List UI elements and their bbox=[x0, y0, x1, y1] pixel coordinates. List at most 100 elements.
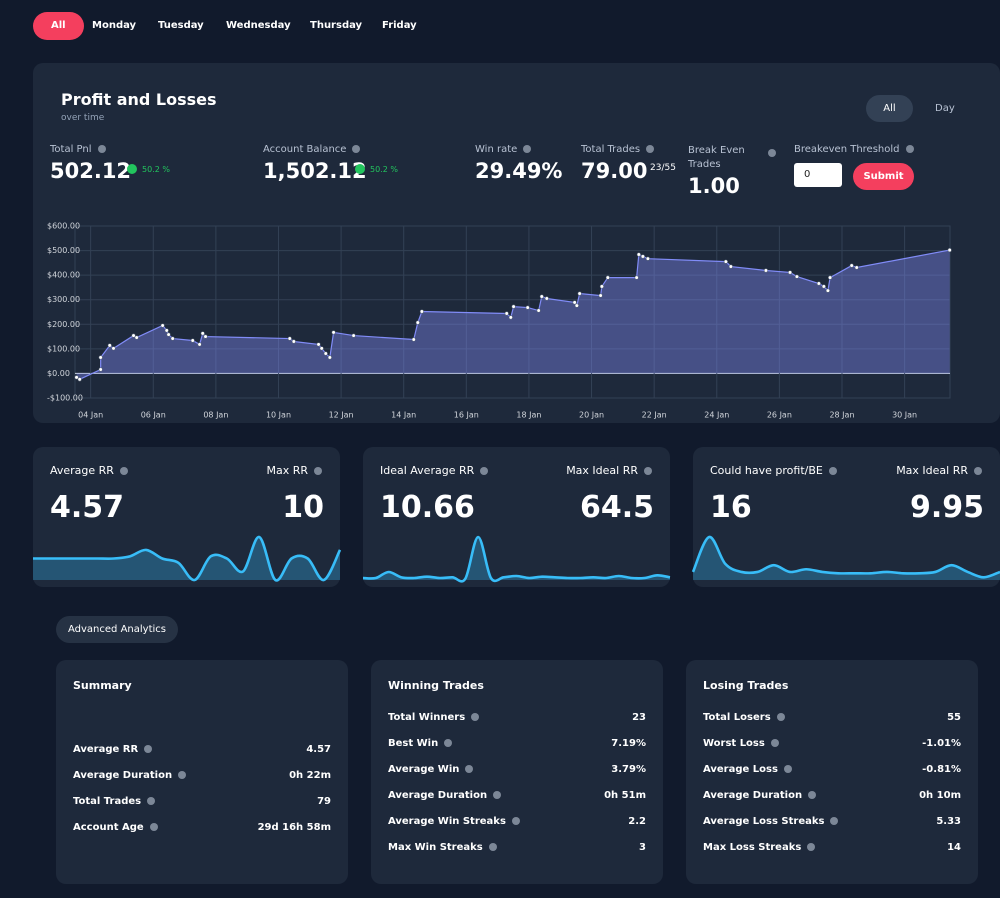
info-icon bbox=[147, 797, 156, 805]
row-value: 14 bbox=[947, 842, 961, 853]
advanced-button[interactable]: Advanced Analytics bbox=[56, 616, 178, 643]
stat-label-text: Win rate bbox=[475, 144, 518, 155]
row-value: 4.57 bbox=[306, 744, 331, 755]
info-icon bbox=[480, 467, 489, 475]
info-icon bbox=[644, 467, 652, 475]
card-left-label: Average RR bbox=[50, 464, 128, 477]
card-right-label: Max Ideal RR bbox=[566, 464, 652, 477]
day-tab[interactable]: Monday bbox=[92, 20, 137, 31]
info-icon bbox=[465, 765, 474, 773]
row-label: Max Loss Streaks bbox=[703, 842, 816, 853]
threshold-label-text: Breakeven Threshold bbox=[794, 144, 900, 155]
row-label-text: Total Losers bbox=[703, 712, 771, 723]
row-label-text: Worst Loss bbox=[703, 738, 765, 749]
submit-button[interactable]: Submit bbox=[853, 163, 914, 190]
info-icon bbox=[770, 739, 779, 747]
stat-label: Total Trades bbox=[581, 144, 655, 155]
row-label-text: Average Loss Streaks bbox=[703, 816, 825, 827]
row-value: 0h 51m bbox=[604, 790, 646, 801]
row-label-text: Best Win bbox=[388, 738, 439, 749]
stat-value: 1.00 bbox=[688, 174, 740, 198]
row-label: Average Duration bbox=[388, 790, 502, 801]
row-label-text: Account Age bbox=[73, 822, 144, 833]
card-right-label: Max Ideal RR bbox=[896, 464, 982, 477]
row-label-text: Total Trades bbox=[73, 796, 142, 807]
card-left-label: Ideal Average RR bbox=[380, 464, 489, 477]
row-label: Total Winners bbox=[388, 712, 480, 723]
stat-label: Break Even Trades bbox=[688, 144, 776, 172]
stat-badge: 50.2 % bbox=[127, 164, 170, 174]
info-icon bbox=[97, 145, 106, 153]
stat-label: Total Pnl bbox=[50, 144, 106, 155]
info-icon bbox=[119, 467, 128, 475]
table-card bbox=[686, 660, 978, 884]
card-right-value: 64.5 bbox=[579, 490, 654, 525]
row-value: 79 bbox=[317, 796, 331, 807]
info-icon bbox=[144, 745, 153, 753]
table-title: Summary bbox=[73, 679, 132, 692]
day-tab[interactable]: All bbox=[33, 12, 84, 40]
row-label-text: Average Win bbox=[388, 764, 460, 775]
info-icon bbox=[830, 817, 839, 825]
row-label: Total Trades bbox=[73, 796, 156, 807]
card-left-label: Could have profit/BE bbox=[710, 464, 837, 477]
toggle-day[interactable]: Day bbox=[935, 103, 955, 114]
info-icon bbox=[511, 817, 520, 825]
row-label-text: Average Loss bbox=[703, 764, 778, 775]
card-right-label: Max RR bbox=[266, 464, 322, 477]
row-label: Average Loss bbox=[703, 764, 792, 775]
toggle-all[interactable]: All bbox=[866, 95, 913, 122]
table-card bbox=[56, 660, 348, 884]
stat-label: Account Balance bbox=[263, 144, 361, 155]
card-left-value: 4.57 bbox=[50, 490, 125, 525]
row-value: -0.81% bbox=[922, 764, 961, 775]
info-icon bbox=[808, 791, 817, 799]
row-value: 5.33 bbox=[936, 816, 961, 827]
row-label-text: Total Winners bbox=[388, 712, 466, 723]
stat-label-text: Total Pnl bbox=[50, 144, 92, 155]
info-icon bbox=[828, 467, 837, 475]
day-tab[interactable]: Thursday bbox=[310, 20, 363, 31]
row-value: 0h 22m bbox=[289, 770, 331, 781]
stat-value: 1,502.12 bbox=[263, 159, 367, 183]
info-icon bbox=[149, 823, 158, 831]
info-icon bbox=[352, 145, 361, 153]
threshold-label: Breakeven Threshold bbox=[794, 144, 914, 155]
row-label: Worst Loss bbox=[703, 738, 779, 749]
row-value: 7.19% bbox=[611, 738, 646, 749]
panel-title: Profit and Losses bbox=[61, 90, 217, 109]
stat-label-text: Break Even Trades bbox=[688, 145, 745, 170]
row-value: 29d 16h 58m bbox=[257, 822, 331, 833]
row-label-text: Max Loss Streaks bbox=[703, 842, 802, 853]
threshold-input[interactable]: 0 bbox=[794, 163, 842, 187]
row-value: 55 bbox=[947, 712, 961, 723]
card-right-label-text: Max Ideal RR bbox=[896, 464, 968, 477]
info-icon bbox=[471, 713, 480, 721]
row-label: Best Win bbox=[388, 738, 453, 749]
table-card bbox=[371, 660, 663, 884]
row-label: Max Win Streaks bbox=[388, 842, 497, 853]
day-tab[interactable]: Wednesday bbox=[226, 20, 291, 31]
row-value: 3 bbox=[639, 842, 646, 853]
day-tab[interactable]: Tuesday bbox=[158, 20, 204, 31]
card-left-value: 10.66 bbox=[380, 490, 475, 525]
card-right-label-text: Max RR bbox=[266, 464, 308, 477]
info-icon bbox=[178, 771, 187, 779]
row-label: Average Duration bbox=[703, 790, 817, 801]
stat-label-text: Account Balance bbox=[263, 144, 347, 155]
info-icon bbox=[493, 791, 502, 799]
day-tab[interactable]: Friday bbox=[382, 20, 417, 31]
row-label: Average RR bbox=[73, 744, 153, 755]
info-icon bbox=[807, 843, 816, 851]
row-value: 3.79% bbox=[611, 764, 646, 775]
stat-value: 29.49% bbox=[475, 159, 563, 183]
row-label: Average Win Streaks bbox=[388, 816, 520, 827]
info-icon bbox=[488, 843, 497, 851]
row-value: 0h 10m bbox=[919, 790, 961, 801]
card-left-value: 16 bbox=[710, 490, 752, 525]
panel-subtitle: over time bbox=[61, 113, 105, 123]
table-title: Winning Trades bbox=[388, 679, 484, 692]
stat-label-text: Total Trades bbox=[581, 144, 641, 155]
row-value: -1.01% bbox=[922, 738, 961, 749]
info-icon bbox=[523, 145, 532, 153]
